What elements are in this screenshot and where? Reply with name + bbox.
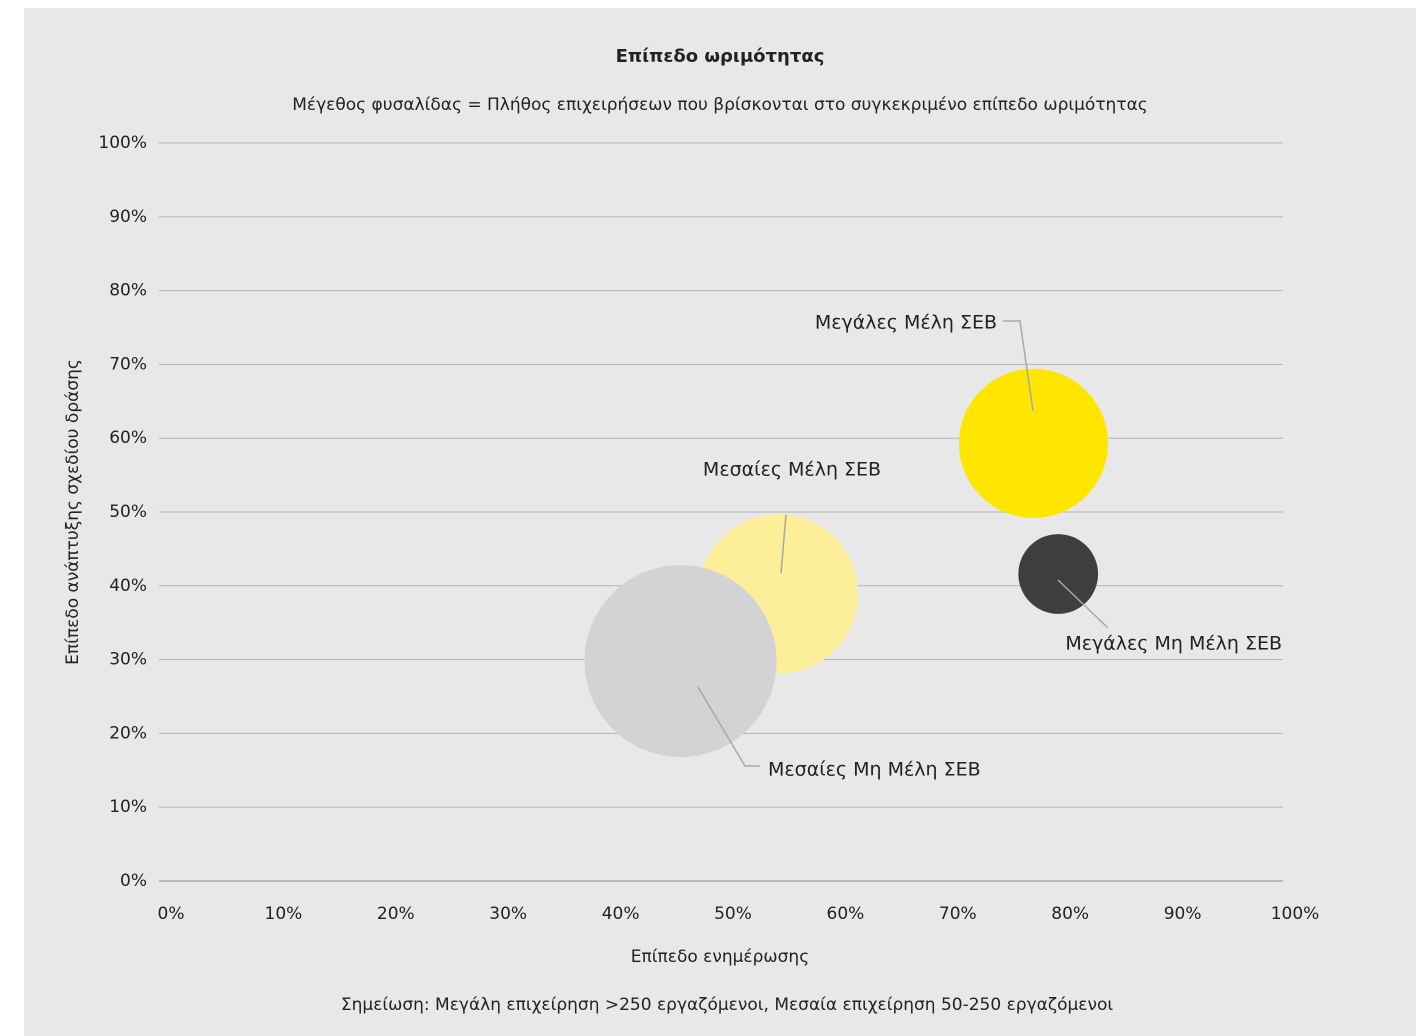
x-tick-label: 10%: [265, 904, 303, 924]
bubble: [584, 565, 777, 758]
panel: [24, 8, 1416, 1036]
x-tick-label: 80%: [1051, 904, 1089, 924]
y-tick-label: 90%: [109, 207, 147, 227]
bubble-label: Μεγάλες Μη Μέλη ΣΕΒ: [1065, 633, 1282, 655]
chart-title: Επίπεδο ωριμότητας: [616, 46, 825, 67]
bubble: [958, 368, 1109, 518]
bubble-label: Μεσαίες Μέλη ΣΕΒ: [703, 459, 881, 481]
bubble-label: Μεγάλες Μέλη ΣΕΒ: [815, 312, 997, 334]
leader-line: [1003, 320, 1034, 412]
y-tick-label: 100%: [98, 133, 147, 153]
x-tick-label: 90%: [1164, 904, 1202, 924]
y-tick-label: 60%: [109, 428, 147, 448]
y-tick-label: 20%: [109, 723, 147, 743]
x-axis-label: Επίπεδο ενημέρωσης: [631, 947, 809, 967]
x-tick-label: 100%: [1271, 904, 1320, 924]
note: Σημείωση: Μεγάλη επιχείρηση >250 εργαζόμ…: [341, 995, 1114, 1015]
y-tick-label: 80%: [109, 281, 147, 301]
y-tick-label: 30%: [109, 650, 147, 670]
chart-subtitle: Μέγεθος φυσαλίδας = Πλήθος επιχειρήσεων …: [292, 95, 1148, 115]
x-tick-label: 60%: [827, 904, 865, 924]
x-tick-label: 70%: [939, 904, 977, 924]
x-tick-label: 0%: [158, 904, 185, 924]
bubble-label: Μεσαίες Μη Μέλη ΣΕΒ: [768, 759, 981, 781]
y-tick-label: 10%: [109, 797, 147, 817]
leader-line: [1057, 579, 1109, 629]
y-tick-label: 0%: [120, 871, 147, 891]
y-axis-label: Επίπεδο ανάπτυξης σχεδίου δράσης: [63, 359, 83, 665]
x-tick-label: 20%: [377, 904, 415, 924]
y-tick-label: 40%: [109, 576, 147, 596]
leader-line: [697, 686, 760, 767]
bubble: [1018, 534, 1099, 614]
x-tick-label: 30%: [489, 904, 527, 924]
y-tick-label: 50%: [109, 502, 147, 522]
y-tick-label: 70%: [109, 354, 147, 374]
x-tick-label: 40%: [602, 904, 640, 924]
x-tick-label: 50%: [714, 904, 752, 924]
leader-line: [780, 514, 787, 574]
